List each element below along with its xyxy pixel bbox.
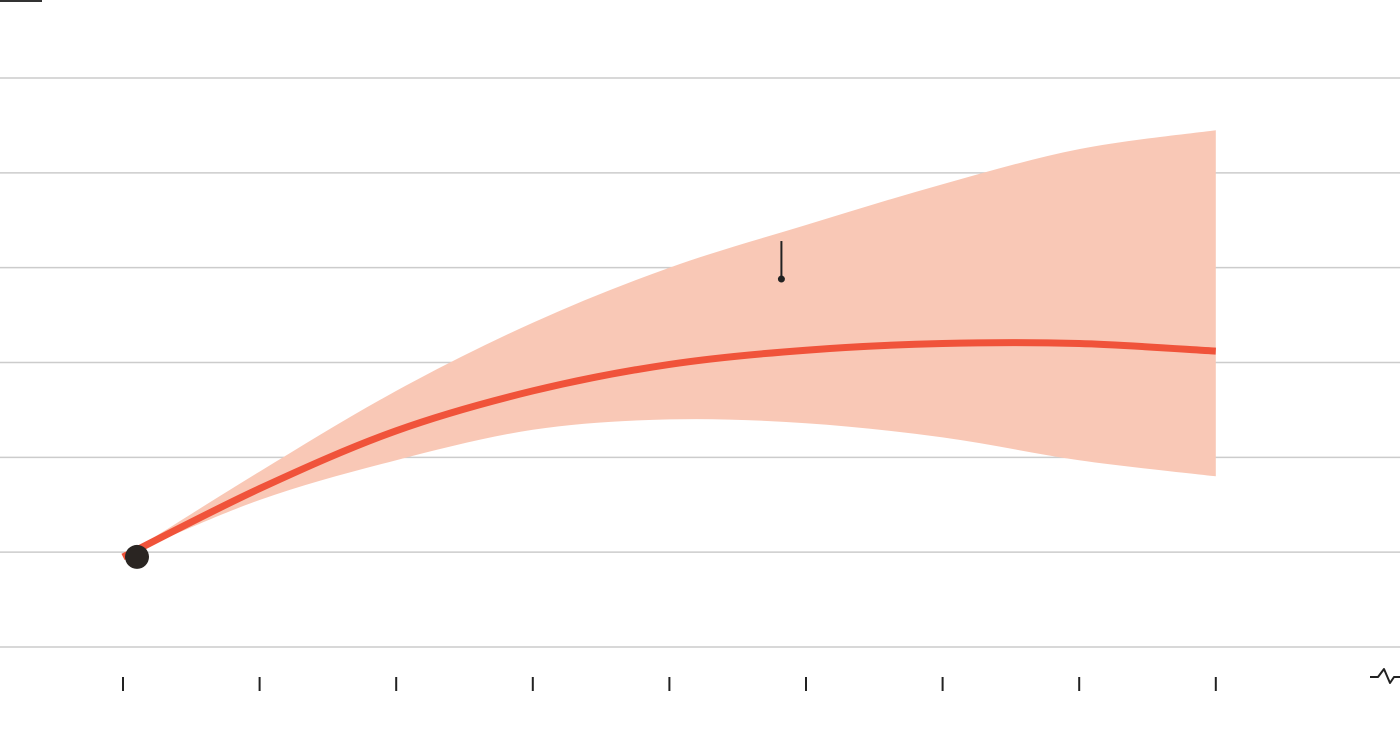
- x-axis-ticks: [122, 677, 1217, 691]
- annotation-dot: [777, 275, 785, 283]
- start-point-marker: [125, 544, 149, 569]
- start-marker-group: [125, 544, 149, 569]
- annotation-group: [777, 241, 785, 283]
- series-line: [121, 339, 1216, 561]
- confidence-band: [123, 130, 1216, 557]
- series-line-group: [121, 339, 1216, 561]
- squiggle-axis-break-icon: [1370, 668, 1400, 684]
- uncertainty-band: [123, 130, 1216, 557]
